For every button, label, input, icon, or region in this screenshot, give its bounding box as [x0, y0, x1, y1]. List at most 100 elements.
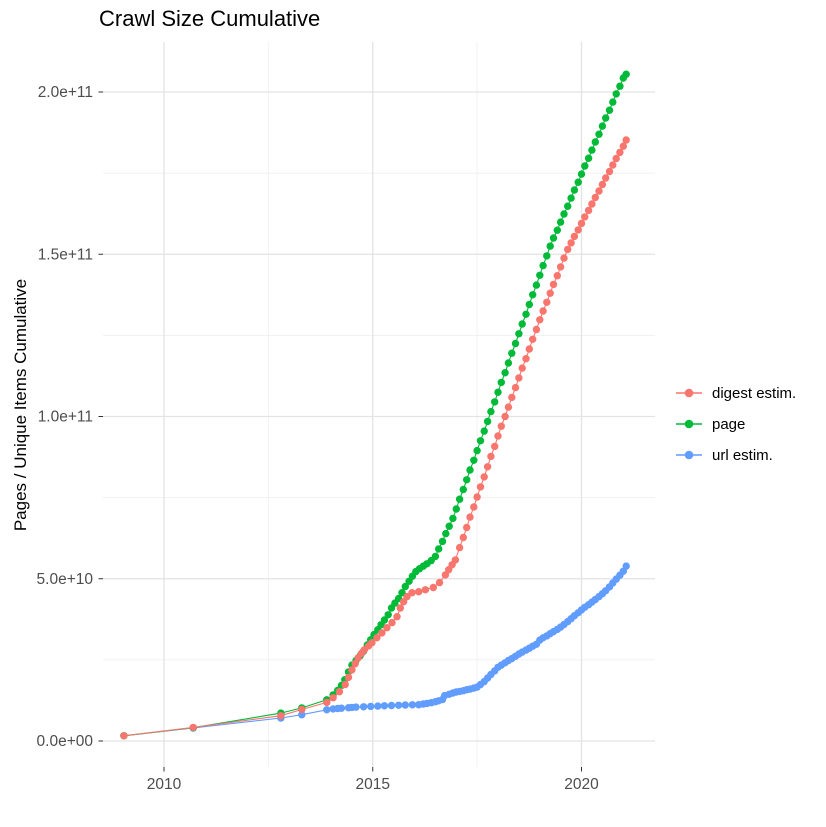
- series-point-url-estim-: [337, 704, 346, 712]
- series-point-digest-estim-: [504, 403, 513, 411]
- series-point-digest-estim-: [463, 523, 471, 532]
- series-point-page: [622, 70, 630, 78]
- series-point-page: [536, 271, 544, 279]
- legend-item-page: page: [676, 411, 796, 437]
- series-point-url-estim-: [622, 562, 630, 570]
- series-point-page: [602, 114, 610, 122]
- series-point-digest-estim-: [378, 629, 386, 637]
- series-point-digest-estim-: [429, 583, 437, 592]
- series-point-digest-estim-: [388, 618, 396, 627]
- series-point-page: [581, 162, 589, 170]
- series-point-page: [570, 186, 579, 194]
- series-point-page: [466, 466, 474, 474]
- series-point-digest-estim-: [588, 200, 596, 208]
- series-point-digest-estim-: [466, 513, 474, 521]
- series-point-digest-estim-: [344, 673, 353, 682]
- x-axis-tick-label: 2010: [147, 776, 182, 793]
- series-point-digest-estim-: [598, 180, 607, 189]
- series-point-page: [491, 398, 499, 406]
- chart-title: Crawl Size Cumulative: [99, 6, 321, 31]
- series-point-digest-estim-: [487, 452, 495, 461]
- series-point-digest-estim-: [591, 193, 599, 202]
- series-point-digest-estim-: [515, 374, 523, 382]
- series-point-digest-estim-: [619, 142, 627, 150]
- series-point-page: [459, 485, 467, 494]
- series-point-digest-estim-: [560, 254, 568, 262]
- legend: digest estim. page url estim.: [676, 380, 796, 473]
- series-point-digest-estim-: [383, 624, 391, 632]
- series-point-page: [476, 437, 485, 445]
- series-point-digest-estim-: [403, 592, 411, 601]
- y-axis-tick-label: 5.0e+10: [37, 571, 94, 588]
- series-point-page: [442, 529, 450, 538]
- legend-label: url estim.: [712, 446, 773, 464]
- series-point-page: [438, 537, 447, 546]
- series-point-digest-estim-: [622, 136, 630, 144]
- series-point-page: [445, 522, 453, 530]
- series-point-digest-estim-: [609, 161, 617, 169]
- series-point-digest-estim-: [584, 206, 593, 215]
- legend-item-url-estim: url estim.: [676, 442, 796, 468]
- series-point-digest-estim-: [501, 412, 509, 421]
- legend-key-dot: [684, 419, 694, 429]
- series-point-page: [591, 138, 599, 146]
- series-point-url-estim-: [298, 711, 306, 719]
- series-point-page: [543, 252, 551, 260]
- series-point-page: [529, 291, 537, 299]
- series-point-page: [511, 339, 520, 348]
- series-point-page: [556, 218, 565, 226]
- legend-key-dot: [684, 388, 694, 398]
- series-point-digest-estim-: [421, 586, 430, 594]
- legend-key-url-estim-icon: [676, 450, 702, 460]
- legend-key-digest-estim-icon: [676, 388, 702, 398]
- series-point-digest-estim-: [120, 732, 128, 740]
- series-point-digest-estim-: [408, 589, 416, 597]
- series-point-digest-estim-: [351, 660, 359, 668]
- series-point-page: [455, 495, 464, 503]
- series-point-page: [560, 210, 568, 218]
- series-point-url-estim-: [352, 703, 360, 711]
- series-point-page: [577, 170, 586, 178]
- series-point-url-estim-: [367, 702, 375, 711]
- series-point-digest-estim-: [373, 634, 381, 642]
- series-point-page: [546, 242, 554, 250]
- series-point-digest-estim-: [549, 280, 558, 289]
- series-point-page: [487, 407, 495, 416]
- series-point-url-estim-: [401, 701, 409, 709]
- series-point-page: [380, 616, 389, 624]
- series-point-digest-estim-: [564, 245, 572, 254]
- series-point-url-estim-: [408, 701, 417, 709]
- legend-item-digest-estim: digest estim.: [676, 380, 796, 406]
- series-point-digest-estim-: [546, 289, 554, 297]
- series-point-page: [480, 427, 488, 435]
- series-point-page: [435, 545, 443, 553]
- series-point-digest-estim-: [476, 483, 485, 491]
- series-point-page: [616, 82, 624, 90]
- series-point-digest-estim-: [553, 272, 561, 280]
- series-point-digest-estim-: [435, 578, 444, 587]
- series-point-url-estim-: [394, 701, 403, 709]
- series-point-digest-estim-: [602, 174, 610, 182]
- series-point-page: [504, 359, 513, 367]
- series-point-page: [595, 130, 603, 138]
- series-point-digest-estim-: [455, 543, 464, 552]
- series-point-page: [401, 582, 409, 591]
- series-point-digest-estim-: [556, 263, 565, 271]
- series-point-page: [564, 202, 572, 210]
- series-point-digest-estim-: [532, 325, 541, 334]
- legend-label: digest estim.: [712, 384, 797, 402]
- series-point-page: [501, 369, 509, 377]
- series-point-url-estim-: [374, 702, 382, 710]
- y-axis-tick-label: 2.0e+11: [38, 84, 93, 101]
- series-point-page: [574, 178, 582, 186]
- y-axis-tick-label: 1.0e+11: [38, 409, 93, 426]
- series-point-digest-estim-: [480, 473, 488, 481]
- series-point-digest-estim-: [539, 307, 547, 315]
- series-point-url-estim-: [387, 701, 396, 710]
- series-point-digest-estim-: [473, 493, 481, 501]
- x-axis-tick-label: 2015: [356, 776, 390, 793]
- series-point-page: [522, 310, 530, 318]
- series-point-digest-estim-: [581, 213, 589, 221]
- series-point-digest-estim-: [298, 705, 306, 714]
- series-point-page: [470, 456, 478, 464]
